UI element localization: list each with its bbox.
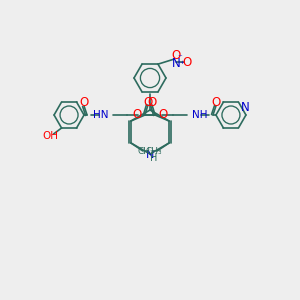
- Text: ⁻: ⁻: [178, 54, 182, 63]
- Text: ⁺: ⁺: [180, 60, 184, 69]
- Text: O: O: [158, 109, 167, 122]
- Text: NH: NH: [192, 110, 207, 120]
- Text: CH₃: CH₃: [137, 146, 154, 155]
- Text: O: O: [147, 95, 157, 109]
- Text: N: N: [172, 57, 180, 70]
- Text: O: O: [143, 95, 153, 109]
- Text: HN: HN: [93, 110, 108, 120]
- Text: CH₃: CH₃: [146, 146, 163, 155]
- Text: O: O: [182, 56, 192, 69]
- Text: O: O: [211, 97, 220, 110]
- Text: N: N: [146, 150, 154, 160]
- Text: O: O: [171, 49, 181, 62]
- Text: H: H: [150, 153, 158, 163]
- Text: OH: OH: [43, 131, 58, 141]
- Text: N: N: [241, 101, 249, 114]
- Text: O: O: [133, 109, 142, 122]
- Text: O: O: [80, 97, 89, 110]
